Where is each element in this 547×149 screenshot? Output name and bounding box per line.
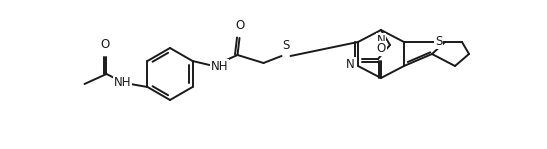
Text: S: S — [435, 35, 443, 48]
Text: NH: NH — [114, 76, 131, 90]
Text: O: O — [101, 38, 110, 51]
Text: N: N — [346, 58, 355, 70]
Text: O: O — [235, 19, 244, 32]
Text: S: S — [282, 39, 289, 52]
Text: N: N — [377, 34, 386, 47]
Text: O: O — [376, 42, 386, 55]
Text: NH: NH — [211, 59, 228, 73]
